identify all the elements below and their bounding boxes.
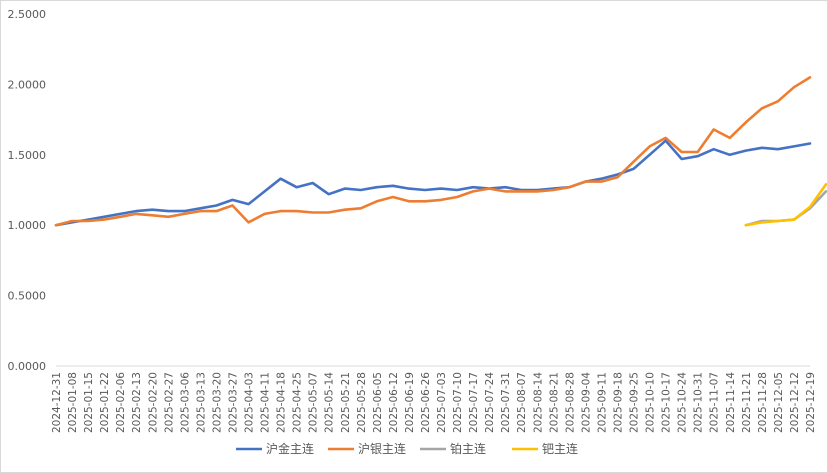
x-tick-label: 2025-04-18: [276, 372, 288, 433]
x-tick-label: 2025-07-03: [436, 372, 448, 433]
x-tick-label: 2025-04-25: [292, 372, 304, 433]
x-tick-label: 2025-03-20: [211, 372, 223, 433]
x-tick-label: 2025-12-05: [773, 372, 785, 433]
x-tick-label: 2025-07-17: [468, 372, 480, 433]
x-tick-label: 2025-01-08: [67, 372, 79, 433]
y-tick-label: 1.0000: [8, 219, 47, 232]
x-tick-label: 2025-01-15: [83, 372, 95, 433]
x-tick-label: 2025-08-07: [516, 372, 528, 433]
series-line-0: [54, 139, 812, 227]
x-tick-label: 2025-10-31: [693, 372, 705, 433]
x-tick-label: 2024-12-31: [51, 372, 63, 433]
x-tick-label: 2025-07-31: [500, 372, 512, 433]
x-tick-label: 2025-11-21: [741, 372, 753, 433]
y-tick-label: 0.5000: [8, 290, 47, 303]
x-tick-label: 2025-09-11: [596, 372, 608, 433]
x-tick-label: 2025-09-18: [612, 372, 624, 433]
x-tick-label: 2025-01-22: [99, 372, 111, 433]
y-axis: 0.0000 0.5000 1.0000 1.5000 2.0000 2.5000: [8, 8, 47, 373]
x-tick-label: 2025-04-11: [260, 372, 272, 433]
y-tick-label: 0.0000: [8, 360, 47, 373]
x-tick-label: 2025-03-13: [195, 372, 207, 433]
y-tick-label: 2.0000: [8, 78, 47, 91]
y-tick-label: 2.5000: [8, 8, 47, 21]
x-tick-label: 2025-11-14: [725, 372, 737, 433]
x-tick-label: 2025-08-28: [564, 372, 576, 433]
x-tick-label: 2025-11-28: [757, 372, 769, 433]
x-tick-label: 2025-03-06: [179, 372, 191, 433]
x-tick-label: 2025-02-27: [163, 372, 175, 433]
legend-label: 钯主连: [542, 441, 578, 456]
x-tick-label: 2025-06-05: [372, 372, 384, 433]
x-tick-label: 2025-06-12: [388, 372, 400, 433]
legend-label: 铂主连: [450, 441, 486, 456]
x-tick-label: 2025-07-10: [452, 372, 464, 433]
series-line-3: [744, 183, 828, 227]
x-tick-label: 2025-05-07: [308, 372, 320, 433]
x-tick-label: 2025-03-27: [227, 372, 239, 433]
x-tick-label: 2025-08-14: [532, 372, 544, 433]
x-tick-label: 2025-02-13: [131, 372, 143, 433]
legend-label: 沪金主连: [266, 441, 314, 456]
x-tick-label: 2025-04-03: [244, 372, 256, 433]
x-axis: 2024-12-31 2025-01-08 2025-01-15 2025-01-22…: [51, 365, 817, 433]
x-tick-label: 2025-06-19: [404, 372, 416, 433]
series-line-1: [54, 76, 812, 227]
x-tick-label: 2025-09-04: [580, 372, 592, 433]
x-tick-label: 2025-10-24: [677, 372, 689, 433]
x-tick-label: 2025-02-06: [115, 372, 127, 433]
legend: 沪金主连 沪银主连 铂主连 钯主连: [236, 441, 578, 456]
x-tick-label: 2025-09-25: [629, 372, 641, 433]
x-tick-label: 2025-05-21: [340, 372, 352, 433]
x-tick-label: 2025-10-17: [661, 372, 673, 433]
x-tick-label: 2025-11-07: [709, 372, 721, 433]
x-tick-label: 2025-10-10: [645, 372, 657, 433]
x-tick-label: 2025-06-26: [420, 372, 432, 433]
x-tick-label: 2025-02-20: [147, 372, 159, 433]
x-tick-label: 2025-08-21: [548, 372, 560, 433]
x-tick-label: 2025-12-12: [789, 372, 801, 433]
series-layer: [54, 76, 828, 227]
y-tick-label: 1.5000: [8, 149, 47, 162]
legend-label: 沪银主连: [358, 441, 406, 456]
x-tick-label: 2025-12-19: [805, 372, 817, 433]
x-tick-label: 2025-07-24: [484, 372, 496, 433]
x-tick-label: 2025-05-14: [324, 372, 336, 433]
x-tick-label: 2025-05-28: [356, 372, 368, 433]
